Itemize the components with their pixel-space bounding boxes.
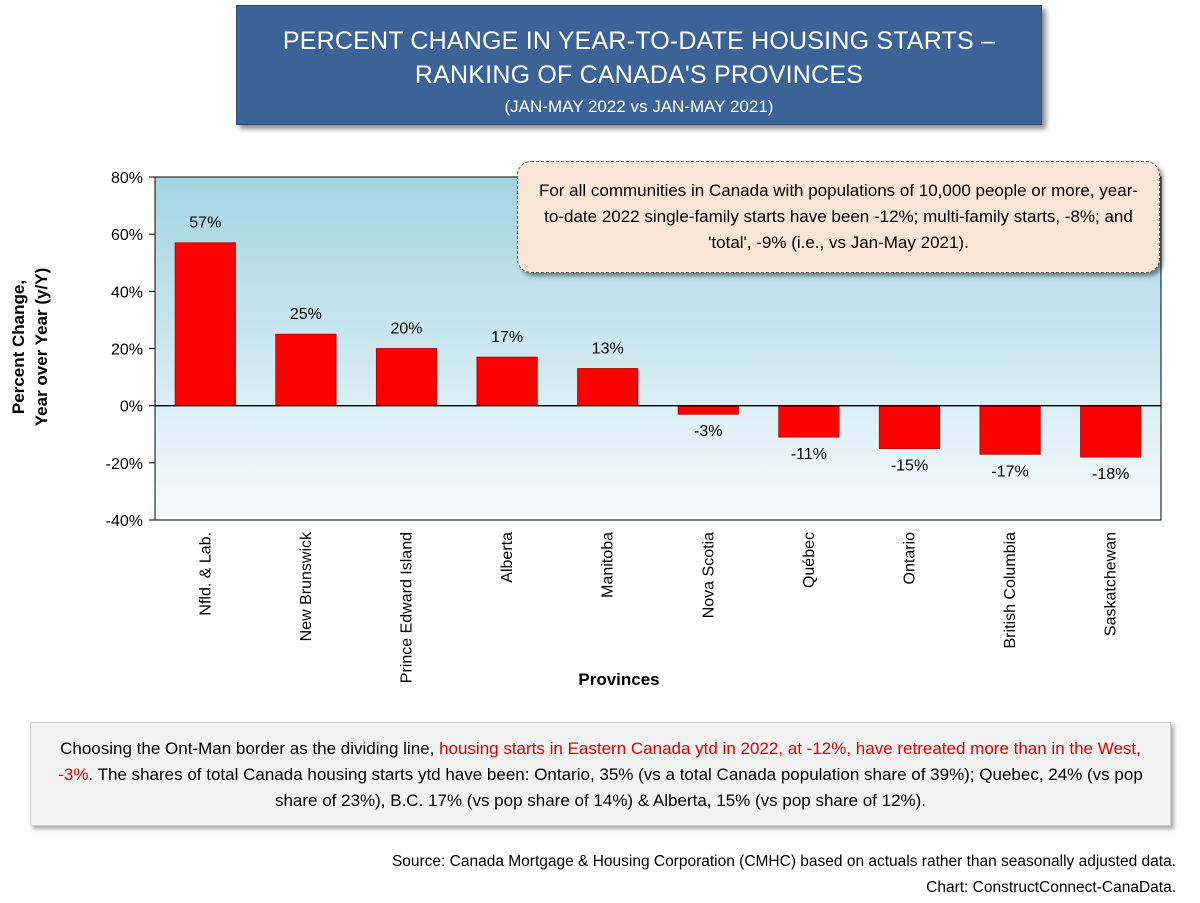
- x-tick-label: British Columbia: [1002, 532, 1019, 649]
- x-tick-label: Manitoba: [600, 532, 617, 598]
- x-tick-label: Ontario: [902, 532, 919, 585]
- bar: [878, 405, 941, 449]
- bar-value-label: 20%: [390, 321, 422, 338]
- bar-value-label: 25%: [290, 306, 322, 323]
- bar: [476, 356, 538, 407]
- bar: [677, 405, 739, 415]
- x-tick-label: Québec: [801, 532, 818, 588]
- bar: [778, 405, 840, 438]
- x-tick-label: Prince Edward Island: [399, 532, 416, 683]
- x-tick-label: Nfld. & Lab.: [197, 532, 214, 616]
- bar: [174, 242, 236, 407]
- bar: [1080, 405, 1142, 458]
- x-tick-label: Nova Scotia: [700, 532, 717, 618]
- chart-title-line2: RANKING OF CANADA'S PROVINCES: [414, 61, 864, 89]
- commentary-text-part1: Choosing the Ont-Man border as the divid…: [60, 739, 440, 758]
- y-axis: 80% 60% 40% 20% 0% -20% -40%: [106, 170, 155, 530]
- y-tick-label: -20%: [106, 456, 143, 473]
- bar-value-label: 17%: [491, 329, 523, 346]
- y-tick-label: 80%: [111, 170, 143, 187]
- bar: [275, 333, 337, 407]
- chart-credit: Chart: ConstructConnect-CanaData.: [926, 879, 1176, 896]
- bar: [979, 405, 1041, 455]
- y-tick-label: 20%: [111, 342, 143, 359]
- bar: [375, 348, 438, 407]
- x-tick-labels-group: Nfld. & Lab. New Brunswick Prince Edward I…: [197, 531, 1119, 683]
- bars-group: [174, 242, 1142, 458]
- chart-subtitle: (JAN-MAY 2022 vs JAN-MAY 2021): [504, 97, 774, 116]
- commentary-text-part2: The shares of total Canada housing start…: [93, 765, 1143, 810]
- commentary-box: Choosing the Ont-Man border as the divid…: [30, 722, 1171, 826]
- callout-text: For all communities in Canada with popul…: [538, 181, 1139, 252]
- callout-box: For all communities in Canada with popul…: [517, 161, 1160, 273]
- bar-value-label: -11%: [791, 446, 827, 463]
- bar-value-label: 13%: [592, 341, 624, 358]
- source-block: Source: Canada Mortgage & Housing Corpor…: [392, 849, 1176, 901]
- x-tick-label: Saskatchewan: [1103, 532, 1120, 636]
- y-axis-label-line1: Percent Change,: [9, 280, 28, 414]
- commentary-highlight: housing starts in Eastern Canada ytd in …: [58, 739, 1141, 784]
- bar: [577, 368, 639, 407]
- chart-title-box: PERCENT CHANGE IN YEAR-TO-DATE HOUSING S…: [236, 5, 1042, 125]
- x-tick-label: Alberta: [499, 532, 516, 583]
- source-text: Source: Canada Mortgage & Housing Corpor…: [391, 853, 1176, 870]
- chart-title-line1: PERCENT CHANGE IN YEAR-TO-DATE HOUSING S…: [282, 27, 996, 55]
- y-tick-label: 0%: [120, 399, 143, 416]
- value-labels-group: 57% 25% 20% 17% 13% -3% -11% -15% -17% -18%: [189, 215, 1129, 483]
- y-tick-label: 60%: [111, 227, 143, 244]
- bar-value-label: -17%: [991, 463, 1028, 480]
- bar-value-label: -15%: [891, 458, 928, 475]
- bar-value-label: -3%: [694, 423, 722, 440]
- y-axis-label-line2: Year over Year (y/Y): [32, 268, 51, 426]
- bar-value-label: -18%: [1092, 466, 1129, 483]
- y-tick-label: 40%: [111, 284, 143, 301]
- y-tick-label: -40%: [106, 513, 143, 530]
- x-axis-label: Provinces: [578, 670, 659, 689]
- bar-value-label: 57%: [189, 215, 221, 232]
- x-tick-label: New Brunswick: [298, 531, 315, 641]
